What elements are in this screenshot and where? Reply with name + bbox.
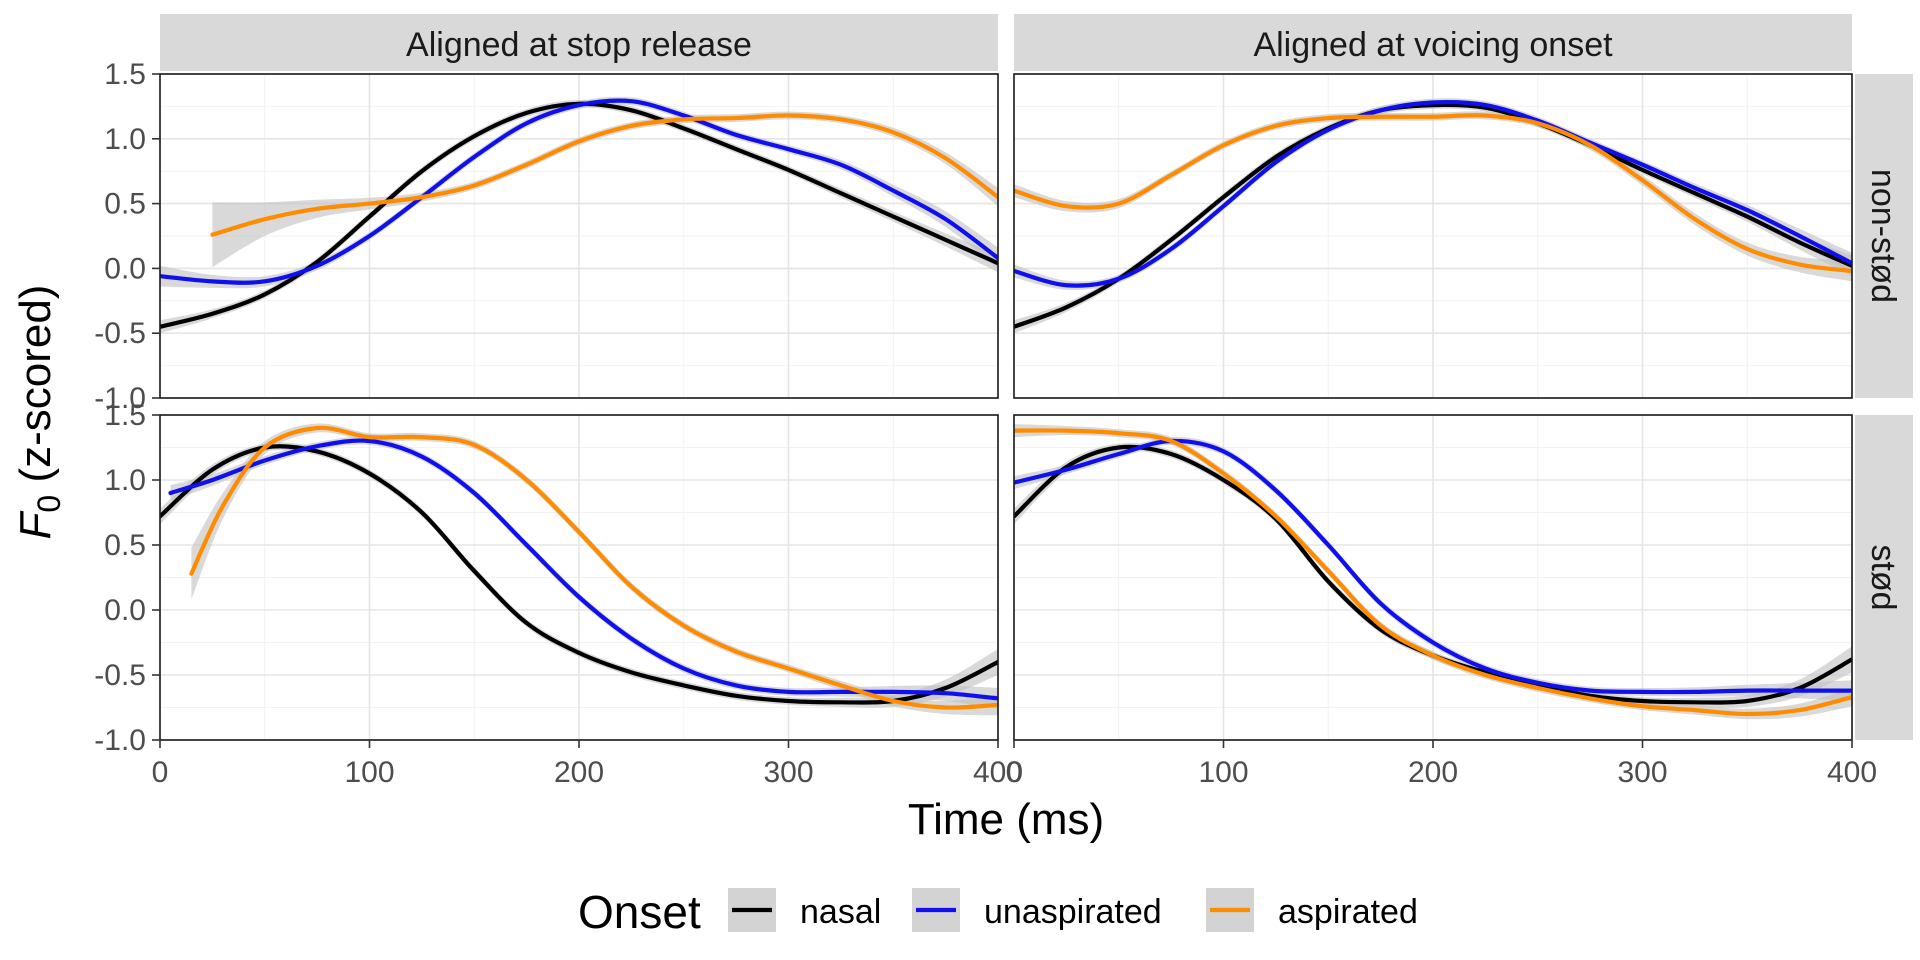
y-tick-label: -1.0 bbox=[94, 382, 146, 415]
strip-aligned-at-voicing-onset: Aligned at voicing onset bbox=[1014, 14, 1852, 71]
confidence-band-unaspirated bbox=[1014, 437, 1852, 701]
legend: Onset nasal unaspirated aspirated bbox=[578, 886, 1418, 938]
series-line-nasal bbox=[160, 444, 998, 705]
y-tick-label: -0.5 bbox=[94, 317, 146, 350]
x-tick-label: 0 bbox=[152, 756, 169, 789]
panel-aligned-at-stop-release-non-stød bbox=[159, 73, 999, 399]
axes: -1.0-0.50.00.51.01.5-1.0-0.50.00.51.01.5… bbox=[94, 58, 1877, 789]
legend-label-unaspirated: unaspirated bbox=[984, 893, 1162, 931]
legend-entry-unaspirated: unaspirated bbox=[912, 888, 1162, 932]
y-axis-title-rest: (z-scored) bbox=[11, 285, 60, 495]
panel-data bbox=[1014, 98, 1852, 334]
x-tick-label: 100 bbox=[344, 756, 394, 789]
legend-entry-aspirated: aspirated bbox=[1206, 888, 1418, 932]
x-tick-label: 200 bbox=[554, 756, 604, 789]
legend-label-aspirated: aspirated bbox=[1278, 893, 1418, 931]
y-tick-label: 0.0 bbox=[104, 594, 146, 627]
x-tick-label: 100 bbox=[1198, 756, 1248, 789]
strip-background bbox=[160, 14, 998, 71]
y-axis-title-main: F bbox=[11, 510, 60, 539]
y-tick-label: -1.0 bbox=[94, 724, 146, 757]
panel-aligned-at-stop-release-stød bbox=[159, 414, 999, 741]
panel-border bbox=[159, 73, 999, 399]
y-tick-label: 0.5 bbox=[104, 529, 146, 562]
y-axis-title-subscript: 0 bbox=[31, 495, 67, 513]
strip-background bbox=[1855, 415, 1913, 740]
facet-panels bbox=[159, 73, 1853, 741]
y-tick-label: 1.5 bbox=[104, 399, 146, 432]
legend-label-nasal: nasal bbox=[800, 893, 881, 931]
x-tick-label: 400 bbox=[1827, 756, 1877, 789]
strip-label: Aligned at voicing onset bbox=[1253, 26, 1613, 64]
panel-data bbox=[160, 423, 998, 716]
panel-aligned-at-voicing-onset-non-stød bbox=[1013, 73, 1853, 399]
y-tick-label: 1.5 bbox=[104, 58, 146, 91]
x-tick-label: 400 bbox=[973, 756, 1023, 789]
y-tick-label: -0.5 bbox=[94, 659, 146, 692]
panel-data bbox=[1014, 424, 1852, 720]
strip-label: non-stød bbox=[1864, 169, 1902, 303]
strip-stød: stød bbox=[1855, 415, 1913, 740]
strip-label: Aligned at stop release bbox=[406, 26, 752, 64]
series-line-aspirated bbox=[189, 425, 998, 710]
series-line-unaspirated bbox=[160, 98, 998, 285]
y-tick-label: 1.0 bbox=[104, 464, 146, 497]
series-line-nasal bbox=[1014, 102, 1852, 329]
series-line-unaspirated bbox=[1014, 100, 1852, 288]
panel-aligned-at-voicing-onset-stød bbox=[1013, 414, 1853, 741]
y-tick-label: 0.0 bbox=[104, 252, 146, 285]
x-tick-label: 0 bbox=[1006, 756, 1023, 789]
series-line-aspirated bbox=[210, 113, 998, 237]
y-tick-label: 1.0 bbox=[104, 123, 146, 156]
legend-title: Onset bbox=[578, 886, 701, 938]
x-tick-label: 300 bbox=[1617, 756, 1667, 789]
strip-non-stød: non-stød bbox=[1855, 74, 1913, 398]
facet-strips: Aligned at stop release Aligned at voicin… bbox=[160, 14, 1913, 740]
panel-data bbox=[160, 96, 998, 334]
series-line-unaspirated bbox=[168, 438, 998, 701]
x-tick-label: 200 bbox=[1408, 756, 1458, 789]
y-tick-label: 0.5 bbox=[104, 188, 146, 221]
x-tick-label: 300 bbox=[763, 756, 813, 789]
strip-aligned-at-stop-release: Aligned at stop release bbox=[160, 14, 998, 71]
panel-border bbox=[1013, 73, 1853, 399]
x-axis-title: Time (ms) bbox=[908, 795, 1104, 844]
series-line-aspirated bbox=[1014, 428, 1852, 717]
legend-entry-nasal: nasal bbox=[728, 888, 881, 932]
series-line-unaspirated bbox=[1014, 438, 1852, 695]
strip-label: stød bbox=[1864, 544, 1902, 610]
strip-background bbox=[1014, 14, 1852, 71]
series-line-aspirated bbox=[1014, 113, 1852, 274]
strip-background bbox=[1855, 74, 1913, 398]
y-axis-title: F0 (z-scored) bbox=[11, 285, 67, 540]
